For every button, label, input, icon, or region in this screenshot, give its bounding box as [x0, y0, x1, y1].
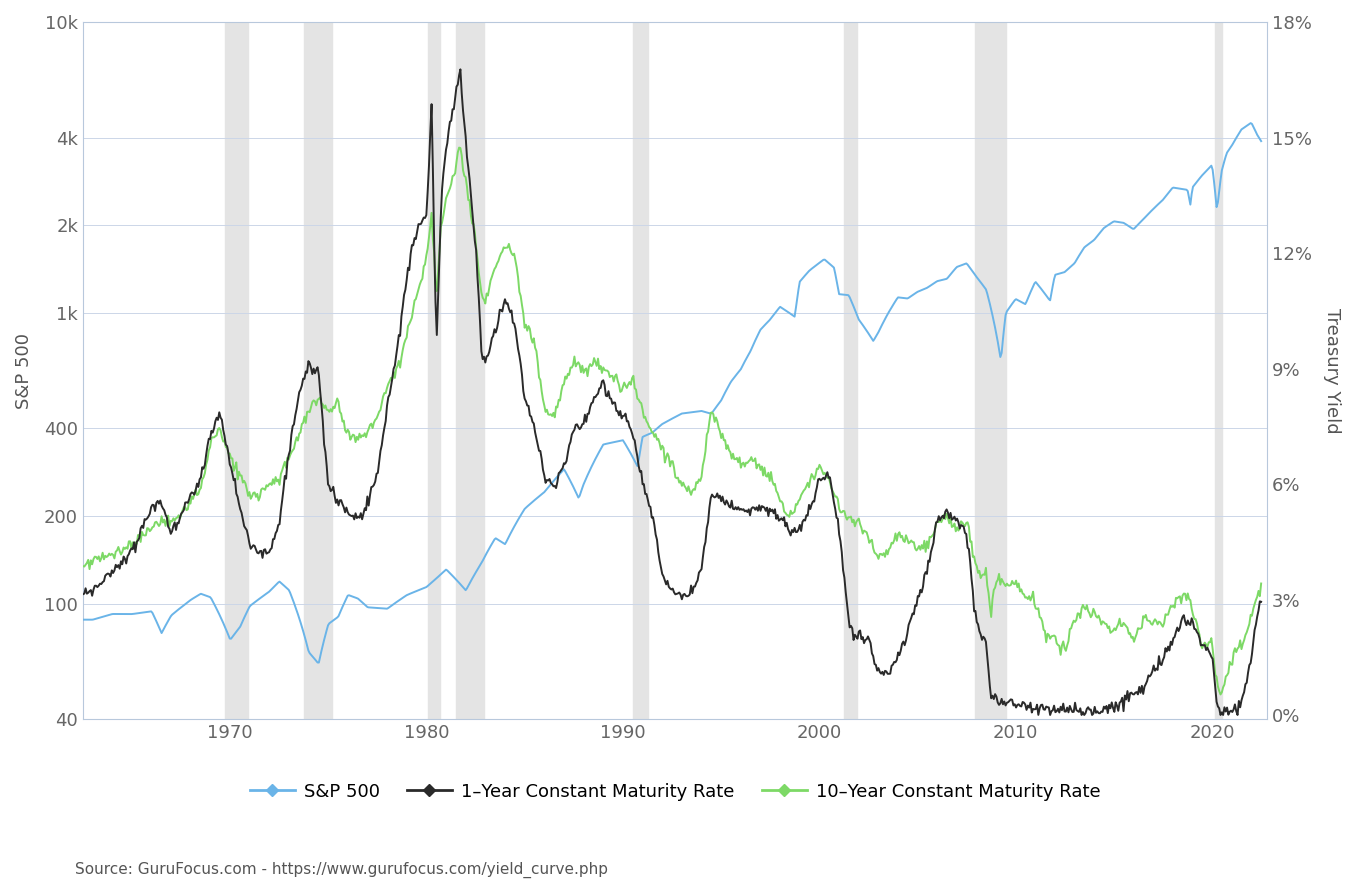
- Bar: [633, 22, 648, 719]
- Bar: [975, 22, 1006, 719]
- Legend: S&P 500, 1–Year Constant Maturity Rate, 10–Year Constant Maturity Rate: S&P 500, 1–Year Constant Maturity Rate, …: [243, 775, 1108, 808]
- Bar: [843, 22, 857, 719]
- Y-axis label: S&P 500: S&P 500: [15, 333, 33, 408]
- Text: Source: GuruFocus.com - https://www.gurufocus.com/yield_curve.php: Source: GuruFocus.com - https://www.guru…: [75, 862, 607, 878]
- Y-axis label: Treasury Yield: Treasury Yield: [1323, 308, 1341, 433]
- Bar: [225, 22, 248, 719]
- Bar: [428, 22, 439, 719]
- Bar: [456, 22, 484, 719]
- Bar: [304, 22, 332, 719]
- Bar: [1215, 22, 1222, 719]
